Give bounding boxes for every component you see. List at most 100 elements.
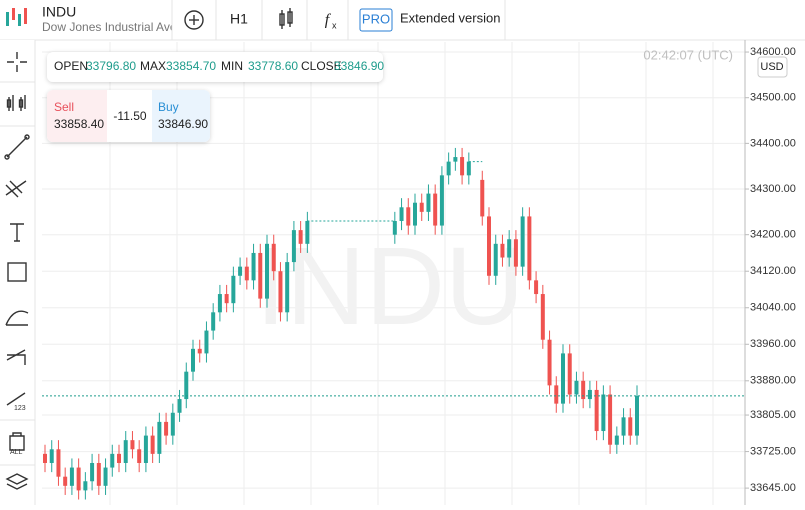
candle-body [117, 453, 121, 463]
candle-body [191, 348, 195, 372]
buy-price[interactable]: 33846.90 [158, 117, 208, 131]
candle-body [561, 353, 565, 404]
y-tick-label: 34300.00 [750, 183, 796, 195]
currency-box[interactable] [757, 56, 788, 78]
sell-price[interactable]: 33858.40 [54, 117, 104, 131]
candle-body [460, 157, 465, 176]
candle-body [419, 202, 424, 212]
functions[interactable]: f [325, 12, 332, 29]
pro-badge-box[interactable] [359, 8, 393, 32]
buy-label[interactable]: Buy [158, 100, 179, 114]
candle-body [157, 421, 162, 454]
candle-body [238, 266, 243, 276]
y-tick-label: 34200.00 [750, 229, 796, 241]
open-label: OPEN [54, 59, 88, 73]
candle-body [204, 330, 209, 354]
candle-body [601, 394, 606, 432]
candle-body [63, 476, 68, 486]
y-tick-label: 33805.00 [750, 409, 796, 421]
buy-button[interactable] [152, 90, 210, 142]
candle-body [426, 193, 431, 212]
candle-body [143, 435, 148, 463]
candle-body [184, 371, 189, 400]
y-tick-label: 33725.00 [750, 445, 796, 457]
sell-label[interactable]: Sell [54, 100, 74, 114]
candle-body [635, 395, 639, 436]
candle-body [265, 243, 269, 299]
logo [6, 8, 27, 26]
symbol[interactable]: INDU [42, 4, 76, 20]
candle-body [258, 252, 263, 299]
candle-body [534, 280, 539, 295]
candle-body [285, 262, 290, 313]
candle-body [453, 157, 458, 162]
svg-text:123: 123 [14, 405, 26, 412]
toolbar-separators [0, 81, 35, 466]
tools[interactable]: 123 ALL [4, 52, 30, 490]
pro-label[interactable]: Extended version [400, 10, 500, 25]
add-indicator[interactable] [184, 10, 204, 30]
open-value: 33796.80 [86, 59, 136, 73]
y-tick-label: 34120.00 [750, 265, 796, 277]
interval[interactable]: H1 [230, 11, 248, 27]
close-label: CLOSE [301, 59, 342, 73]
candle-body [500, 243, 505, 258]
candle-body [392, 220, 397, 235]
candle-body [567, 353, 572, 395]
max-label: MAX [140, 59, 166, 73]
candle-body [224, 294, 229, 304]
candle-body [123, 440, 128, 463]
plot [42, 147, 745, 500]
candle-body [137, 449, 142, 463]
candle-body [487, 216, 491, 276]
candle-body [466, 161, 471, 176]
ohlc-box [47, 52, 383, 82]
candle-body [43, 453, 47, 463]
candle-body [164, 421, 169, 436]
candle-body [291, 230, 296, 263]
left-toolbar [0, 40, 35, 505]
candle-body [433, 193, 438, 226]
candle-body [493, 243, 498, 276]
candle-body [110, 453, 115, 468]
candle-body [628, 417, 633, 436]
candle-body [69, 467, 74, 486]
functions-x: x [332, 20, 337, 30]
min-label: MIN [221, 59, 243, 73]
candle-body [130, 440, 135, 450]
y-tick-label: 34600.00 [750, 46, 796, 58]
svg-text:ALL: ALL [10, 449, 23, 456]
candle-body [446, 161, 451, 176]
candle-body [608, 394, 613, 445]
currency[interactable]: USD [760, 61, 783, 73]
candle-body [211, 312, 216, 331]
candle-body [581, 380, 586, 400]
candle-body [56, 449, 61, 477]
candle-body [574, 380, 579, 395]
chart-type[interactable] [279, 8, 293, 29]
candle-body [480, 179, 485, 217]
candle-body [103, 467, 108, 486]
pro-badge[interactable]: PRO [362, 11, 390, 26]
symbol-name: Dow Jones Industrial Ave [42, 20, 177, 34]
sell-button[interactable] [47, 90, 107, 142]
name-clip: Dow Jones Industrial Ave [42, 20, 177, 34]
clock: 02:42:07 (UTC) [643, 47, 733, 62]
candle-body [83, 481, 88, 491]
candle-body [399, 207, 404, 221]
candle-body [520, 216, 525, 267]
top-bar [0, 0, 805, 40]
candle-body [587, 389, 592, 400]
candle-body [170, 412, 175, 436]
candle-body [231, 275, 236, 304]
y-tick-label: 34500.00 [750, 92, 796, 104]
candle-body [547, 339, 552, 386]
candle-body [271, 243, 276, 272]
candle-body [507, 239, 512, 258]
candle-body [621, 417, 626, 436]
max-value: 33854.70 [166, 59, 216, 73]
candle-body [513, 239, 518, 267]
candle-body [554, 385, 559, 404]
candle-body [278, 271, 283, 313]
